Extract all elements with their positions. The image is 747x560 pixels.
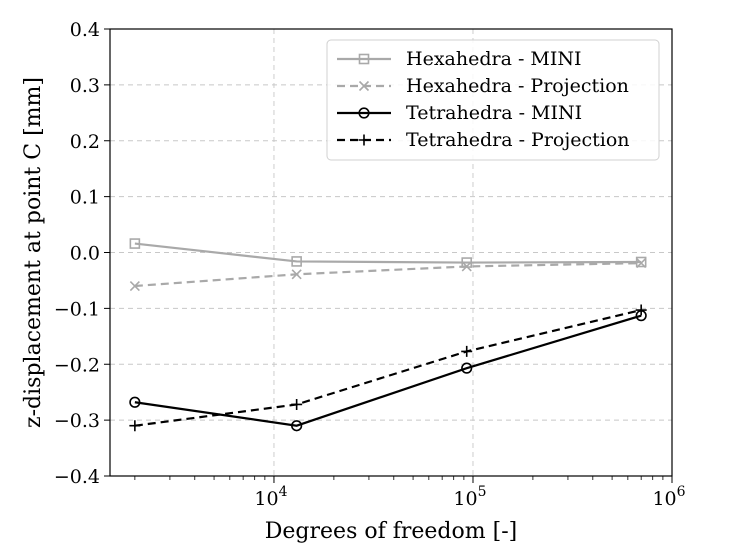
data-point-marker [358, 80, 370, 92]
legend-label: Tetrahedra - Projection [406, 129, 630, 151]
legend-label: Tetrahedra - MINI [406, 102, 582, 124]
data-point-marker [129, 396, 141, 408]
legend-label: Hexahedra - MINI [406, 48, 582, 70]
x-tick-label: 106 [652, 484, 685, 510]
y-tick-label: 0.1 [70, 187, 100, 209]
y-tick-label: 0.0 [70, 243, 100, 265]
y-tick-label: −0.3 [54, 410, 100, 432]
series-line [134, 262, 642, 288]
data-point-marker [129, 420, 141, 432]
y-tick-label: 0.2 [70, 131, 100, 153]
y-tick-label: 0.4 [70, 19, 100, 41]
x-tick-label: 104 [254, 484, 287, 510]
series-line [134, 314, 642, 427]
y-axis-label: z-displacement at point C [mm] [21, 77, 46, 428]
data-point-marker [291, 269, 302, 280]
series-layer [129, 238, 647, 432]
data-point-marker [461, 362, 473, 374]
data-point-marker [129, 238, 141, 249]
data-point-marker [358, 53, 370, 65]
data-point-marker [635, 304, 647, 316]
data-point-marker [291, 256, 302, 267]
data-point-marker [461, 345, 473, 357]
legend-box [326, 39, 660, 161]
y-tick-label: −0.1 [54, 298, 100, 320]
data-point-marker [358, 134, 370, 146]
y-tick-label: −0.4 [54, 466, 100, 488]
data-point-marker [461, 261, 472, 272]
y-tick-label: 0.3 [70, 75, 100, 97]
series-line [134, 308, 642, 427]
ticks: 0.4 0.3 0.2 0.1 0.0 −0.1 −0.2 −0.3 −0.4 104 105 106 [54, 19, 686, 510]
x-tick-label: 105 [453, 484, 486, 510]
data-point-marker [291, 420, 303, 432]
legend-label: Hexahedra - Projection [406, 75, 629, 97]
y-tick-label: −0.2 [54, 354, 100, 376]
x-axis-label: Degrees of freedom [-] [265, 519, 517, 544]
series-line [134, 242, 642, 264]
data-point-marker [358, 107, 370, 119]
data-point-marker [291, 398, 303, 410]
legend: Hexahedra - MINI Hexahedra - Projection Te… [326, 39, 660, 161]
data-point-marker [129, 280, 140, 292]
data-point-marker [636, 258, 647, 269]
data-point-marker [635, 256, 647, 268]
